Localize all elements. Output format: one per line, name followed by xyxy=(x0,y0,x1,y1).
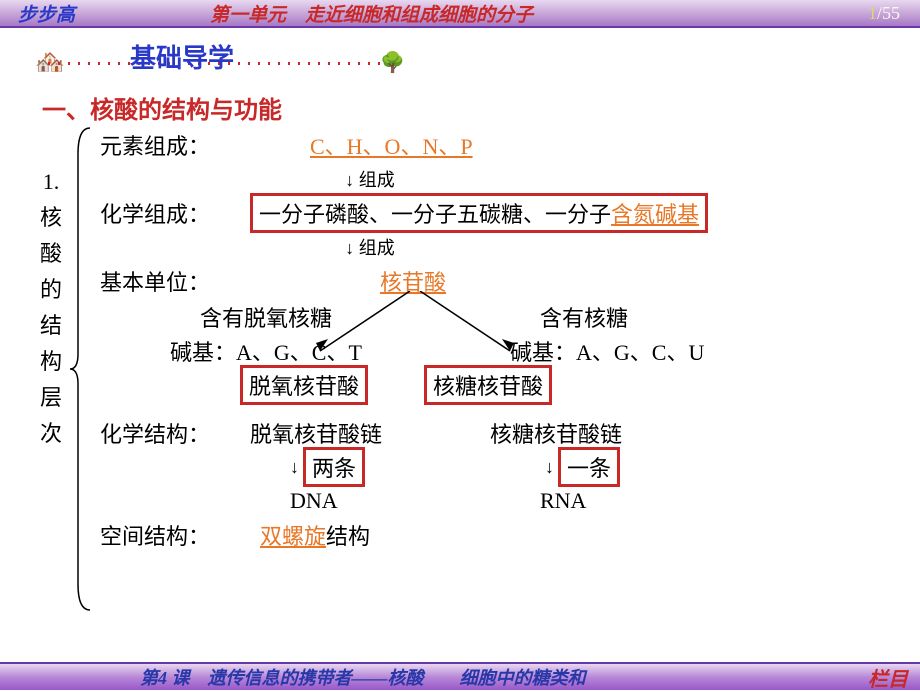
side-vertical-label: 1. 核 酸 的 结 构 层 次 xyxy=(38,164,64,452)
row-chem-struct: 化学结构： 脱氧核苷酸链 核糖核苷酸链 xyxy=(100,416,900,450)
label-elements: 元素组成： xyxy=(100,129,250,161)
header-bar: 步步高 第一单元 走近细胞和组成细胞的分子 1/55 xyxy=(0,0,920,28)
side-char-3: 的 xyxy=(38,272,64,308)
val-spatial: 双螺旋 xyxy=(260,519,326,551)
page-current: 1 xyxy=(868,3,877,23)
unit-title: 第一单元 走近细胞和组成细胞的分子 xyxy=(210,0,533,27)
row-unit: 基本单位： 核苷酸 xyxy=(100,264,900,298)
footer-bar: 第4 课 遗传信息的携带者——核酸 细胞中的糖类和 栏目 xyxy=(0,662,920,690)
content-area: 1. 核 酸 的 结 构 层 次 元素组成： C、H、O、N、P ↓ 组成 化学… xyxy=(40,128,900,552)
right-base: 碱基：A、G、C、U xyxy=(510,335,704,367)
heading-one: 一、核酸的结构与功能 xyxy=(42,90,282,125)
label-spatial: 空间结构： xyxy=(100,519,250,551)
tree-icon: 🌳 xyxy=(380,50,405,75)
val-spatial-suffix: 结构 xyxy=(326,519,370,551)
left-brace-icon xyxy=(70,124,98,614)
arrow-left: ↓ xyxy=(290,457,299,478)
label-chemical: 化学组成： xyxy=(100,197,250,229)
row-dna-rna: DNA RNA xyxy=(100,484,900,518)
val-elements: C、H、O、N、P xyxy=(310,129,473,161)
arrow-right: ↓ xyxy=(545,457,554,478)
rna-label: RNA xyxy=(540,488,586,514)
side-num: 1. xyxy=(38,164,64,200)
side-char-7: 次 xyxy=(38,416,64,452)
left-chain: 脱氧核苷酸链 xyxy=(250,417,450,449)
arrow-row-2: ↓ 组成 xyxy=(100,230,900,264)
page-number: 1/55 xyxy=(868,3,900,24)
row-elements: 元素组成： C、H、O、N、P xyxy=(100,128,900,162)
row-nucleotide-names: 脱氧核苷酸 核糖核苷酸 xyxy=(100,368,900,402)
label-chem-struct: 化学结构： xyxy=(100,417,250,449)
right-chain: 核糖核苷酸链 xyxy=(490,417,622,449)
dna-label: DNA xyxy=(290,488,490,514)
label-unit: 基本单位： xyxy=(100,265,250,297)
box-chemical: 一分子磷酸、一分子五碳糖、一分子含氮碱基 xyxy=(250,193,708,233)
row-sugars: 含有脱氧核糖 含有核糖 xyxy=(100,300,900,334)
row-bases: 碱基：A、G、C、T 碱基：A、G、C、U xyxy=(100,334,900,368)
page-total: /55 xyxy=(877,3,900,23)
section-title: 基础导学 xyxy=(130,38,234,75)
brand-text: 步步高 xyxy=(0,0,75,27)
box-one-chain: 一条 xyxy=(558,447,620,487)
row-chain-count: ↓ 两条 ↓ 一条 xyxy=(100,450,900,484)
val-chemical-a: 一分子磷酸、一分子五碳糖、一分子 xyxy=(259,202,611,227)
left-base: 碱基：A、G、C、T xyxy=(170,335,470,367)
side-char-1: 核 xyxy=(38,200,64,236)
left-sugar: 含有脱氧核糖 xyxy=(200,301,430,333)
right-sugar: 含有核糖 xyxy=(540,301,628,333)
row-chemical: 化学组成： 一分子磷酸、一分子五碳糖、一分子含氮碱基 xyxy=(100,196,900,230)
side-char-6: 层 xyxy=(38,380,64,416)
box-right-nucleotide: 核糖核苷酸 xyxy=(424,365,552,405)
arrow-down-1: ↓ 组成 xyxy=(345,166,395,192)
arrow-down-2: ↓ 组成 xyxy=(345,234,395,260)
val-unit-wrap: 核苷酸 xyxy=(380,265,446,297)
side-char-2: 酸 xyxy=(38,236,64,272)
side-char-5: 构 xyxy=(38,344,64,380)
arrow-row-1: ↓ 组成 xyxy=(100,162,900,196)
val-chemical-b: 含氮碱基 xyxy=(611,202,699,227)
row-spatial: 空间结构： 双螺旋结构 xyxy=(100,518,900,552)
box-two-chains: 两条 xyxy=(303,447,365,487)
box-left-nucleotide: 脱氧核苷酸 xyxy=(240,365,368,405)
side-char-4: 结 xyxy=(38,308,64,344)
nav-tab[interactable]: 栏目 xyxy=(868,663,908,692)
footer-lesson: 第4 课 遗传信息的携带者——核酸 细胞中的糖类和 xyxy=(0,664,586,690)
